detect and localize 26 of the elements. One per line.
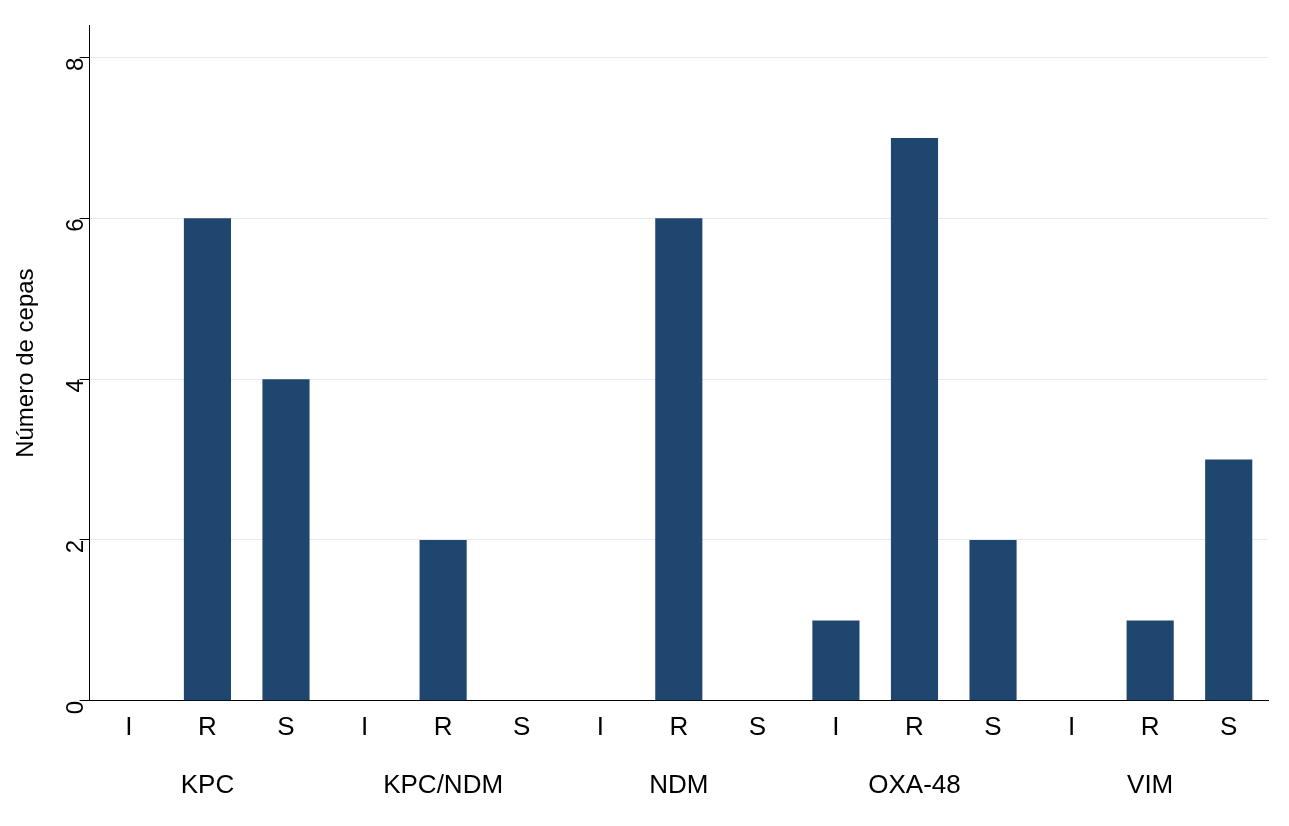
y-tick-label: 8 [61, 57, 89, 71]
x-tick-label: S [748, 710, 767, 741]
y-tick-label: 0 [61, 700, 89, 715]
y-tick-label: 4 [61, 379, 89, 393]
x-tick-label: R [669, 710, 689, 741]
x-tick-label: R [433, 710, 453, 741]
x-tick-label: I [125, 710, 133, 741]
x-tick-label: I [1067, 710, 1076, 741]
text: KPC [180, 769, 235, 800]
y-axis-title: Número de cepas [11, 268, 39, 458]
y-tick-label: 6 [61, 218, 89, 232]
x-tick-label: S [513, 710, 531, 741]
x-tick-label: R [1140, 710, 1160, 741]
text: VIM [1127, 769, 1174, 800]
x-tick-label: I [832, 710, 840, 741]
x-tick-label: R [198, 710, 217, 741]
x-tick-label: I [596, 710, 604, 741]
x-tick-label: S [984, 710, 1002, 741]
x-tick-label: I [360, 710, 369, 741]
y-tick-label: 2 [61, 539, 89, 554]
text: NDM [649, 769, 709, 800]
x-tick-label: R [905, 710, 924, 741]
text: OXA-48 [868, 769, 961, 800]
text: KPC/NDM [383, 769, 504, 800]
x-tick-label: S [277, 710, 295, 741]
x-tick-label: S [1220, 710, 1238, 741]
